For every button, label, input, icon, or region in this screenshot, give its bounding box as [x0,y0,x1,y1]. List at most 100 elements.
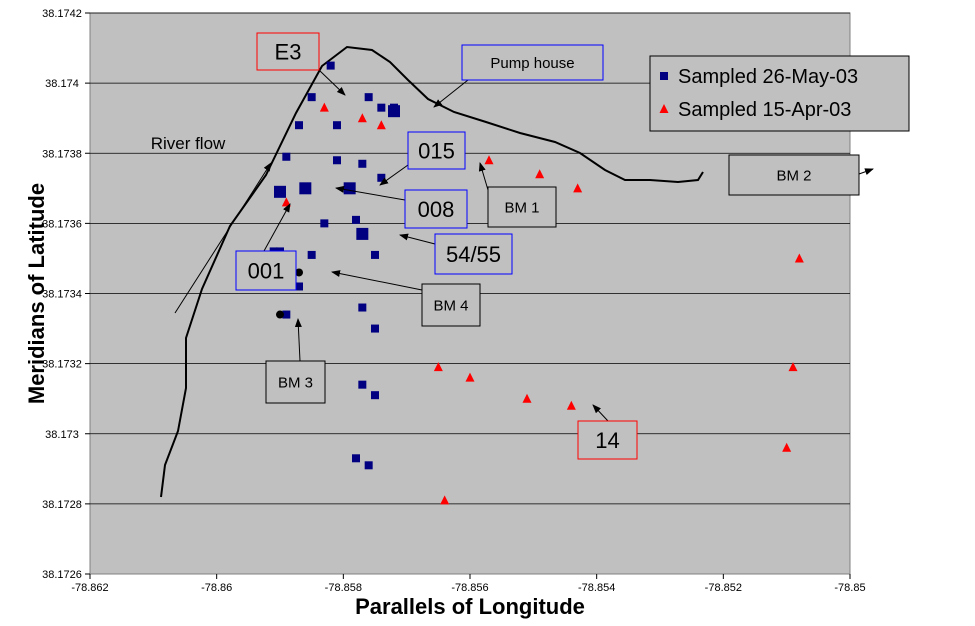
marker-series-1 [376,120,386,130]
marker-series-1 [782,442,792,452]
callout-label: BM 3 [278,374,313,391]
marker-series-1 [433,362,443,372]
marker-series-0 [358,303,367,312]
marker-series-0 [352,454,360,463]
callout-box: E3 [256,32,320,71]
y-tick-label: 38.1736 [42,218,82,230]
y-tick-label: 38.173 [45,429,79,441]
marker-series-0 [295,121,303,130]
y-tick-label: 38.1738 [42,148,82,160]
callout-box: Pump house [461,44,604,81]
marker-series-0 [333,121,341,130]
leader-arrow [263,203,291,252]
highlighted-sample [299,182,312,195]
marker-series-0 [371,391,379,400]
marker-series-0 [358,380,367,389]
marker-series-0 [320,219,329,228]
leader-arrow [592,404,609,422]
marker-series-1 [535,169,545,179]
leader-arrow [379,164,409,186]
callout-frame [577,420,638,460]
marker-series-0 [358,159,367,168]
y-tick-label: 38.1726 [42,569,82,581]
callout-label: 54/55 [446,242,501,267]
legend-frame [649,55,910,132]
marker-series-1 [357,113,367,123]
marker-series-0 [371,250,379,259]
leader-arrow [858,168,874,175]
y-tick-label: 38.1734 [42,289,82,301]
callout-box: 015 [407,131,466,170]
marker-series-0 [377,173,386,182]
callout-frame [404,189,468,229]
marker-series-1 [319,102,329,112]
marker-series-0 [307,250,316,259]
legend-swatch-0 [660,72,668,80]
callout-box: 008 [404,189,468,229]
callout-frame [434,233,513,275]
marker-series-0 [326,61,335,70]
callout-label: 001 [248,258,285,283]
highlighted-sample [388,105,400,118]
marker-series-0 [282,310,291,319]
marker-series-0 [295,282,303,291]
x-tick-label: -78.852 [705,582,742,594]
callout-label: River flow [151,134,226,153]
leader-arrow [399,233,436,245]
benchmark-point [295,268,303,277]
marker-series-1 [484,155,494,165]
callout-frame [461,44,604,81]
legend-label-0: Sampled 26-May-03 [678,66,858,88]
marker-series-1 [566,400,576,410]
callout-frame [256,32,320,71]
y-tick-label: 38.1742 [42,8,82,20]
marker-series-1 [788,362,798,372]
leader-arrow [294,318,302,362]
x-tick-label: -78.85 [834,582,865,594]
marker-series-1 [522,393,532,403]
marker-series-1 [573,183,583,193]
legend-label-1: Sampled 15-Apr-03 [678,99,851,121]
leader-arrow [433,79,469,108]
marker-series-0 [352,215,360,224]
callout-frame [728,154,860,196]
callout-box: BM 1 [487,186,557,228]
callout-label: 14 [595,428,619,453]
x-tick-label: -78.858 [325,582,362,594]
callout-box: BM 4 [421,283,481,327]
legend: Sampled 26-May-03 Sampled 15-Apr-03 [649,55,910,132]
highlighted-sample [356,227,369,240]
marker-series-1 [794,253,804,263]
leader-arrow [478,162,489,191]
x-tick-label: -78.854 [578,582,615,594]
marker-series-0 [282,152,291,161]
callout-frame [421,283,481,327]
benchmark-point [276,310,284,319]
leader-arrow [335,185,406,201]
marker-series-1 [465,372,475,382]
callout-box: BM 2 [728,154,860,196]
marker-series-0 [364,461,373,470]
callout-box: 001 [235,250,297,291]
highlighted-sample [274,185,286,198]
callout-label: 015 [418,138,455,163]
highlighted-sample [343,182,356,195]
marker-series-0 [307,93,316,102]
marker-series-0 [371,324,379,333]
y-tick-label: 38.1728 [42,499,82,511]
callout-frame [265,360,326,404]
callout-label: BM 1 [504,199,539,216]
callout-label: 008 [418,197,455,222]
callout-frame [235,250,297,291]
callout-frame [487,186,557,228]
leader-arrow [331,270,423,291]
river-outline [160,45,704,498]
callout-label: Pump house [490,55,574,72]
leader-arrow [174,162,272,314]
x-axis-title: Parallels of Longitude [355,594,585,619]
y-tick-label: 38.1732 [42,359,82,371]
x-tick-label: -78.856 [451,582,488,594]
x-tick-label: -78.862 [71,582,108,594]
